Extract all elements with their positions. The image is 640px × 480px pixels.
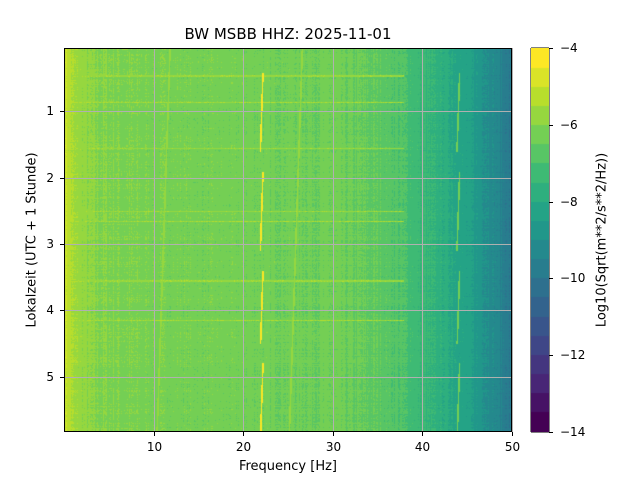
y-tick-label: 4 <box>46 302 54 317</box>
y-tick-label: 5 <box>46 369 54 384</box>
colorbar-tick-label: −4 <box>560 40 578 55</box>
spectrogram-image <box>65 49 511 431</box>
chart-title: BW MSBB HHZ: 2025-11-01 <box>184 25 392 43</box>
x-tick-label: 50 <box>504 440 521 454</box>
y-tick-label: 2 <box>46 170 54 185</box>
x-axis-label: Frequency [Hz] <box>238 459 338 474</box>
x-tick-label: 20 <box>235 440 252 454</box>
y-axis-label: Lokalzeit (UTC + 1 Stunde) <box>24 152 40 328</box>
x-tick-label: 10 <box>146 440 163 454</box>
colorbar-tick-label: −8 <box>560 194 578 209</box>
colorbar-tick-label: −10 <box>560 270 586 285</box>
y-tick-label: 1 <box>46 103 54 118</box>
plot-frame <box>64 48 512 432</box>
x-tick-label: 40 <box>414 440 431 454</box>
colorbar-label: Log10(Sqrt(m**2/s**2/Hz)) <box>594 152 610 328</box>
colorbar <box>531 48 549 432</box>
x-tick-label: 30 <box>325 440 342 454</box>
colorbar-tick-label: −12 <box>560 347 586 362</box>
y-tick-label: 3 <box>46 236 54 251</box>
colorbar-tick-label: −14 <box>560 424 586 439</box>
colorbar-tick-label: −6 <box>560 117 578 132</box>
